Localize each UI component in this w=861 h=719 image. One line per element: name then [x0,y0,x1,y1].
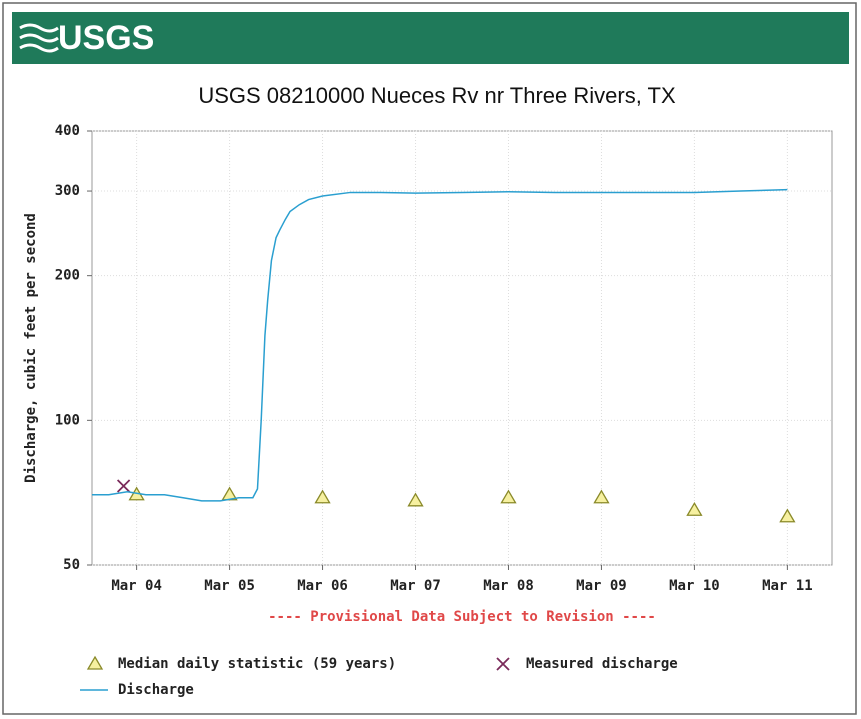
point [779,508,796,523]
logo-waves [19,23,59,53]
x-tick-label: Mar 11 [762,578,813,594]
y-tick-label: 300 [55,183,80,199]
y-tick-label: 400 [55,123,80,139]
plot-area [91,130,833,566]
point [500,489,517,504]
annotation: ---- Provisional Data Subject to Revisio… [268,609,656,625]
x-tick-label: Mar 06 [297,578,348,594]
x-tick-label: Mar 09 [576,578,627,594]
x-tick-label: Mar 05 [204,578,255,594]
legend-symbol [86,655,104,670]
legend-symbol [496,657,510,671]
legend-label: Measured discharge [526,656,678,672]
point [314,489,331,504]
y-tick-label: 100 [55,412,80,428]
logo-text: USGS [58,19,154,57]
y-tick-label: 200 [55,268,80,284]
x-tick-label: Mar 08 [483,578,534,594]
x-tick-label: Mar 04 [111,578,162,594]
y-tick-label: 50 [63,557,80,573]
y-axis-label: Discharge, cubic feet per second [23,213,39,483]
chart-title: USGS 08210000 Nueces Rv nr Three Rivers,… [198,83,676,108]
point [686,501,703,516]
x-tick-label: Mar 07 [390,578,441,594]
legend-label: Discharge [118,682,194,698]
legend-label: Median daily statistic (59 years) [118,656,396,672]
point [407,492,424,507]
discharge-line [92,188,788,502]
header-bar [12,12,849,64]
point [593,489,610,504]
point [116,479,131,493]
x-tick-label: Mar 10 [669,578,720,594]
